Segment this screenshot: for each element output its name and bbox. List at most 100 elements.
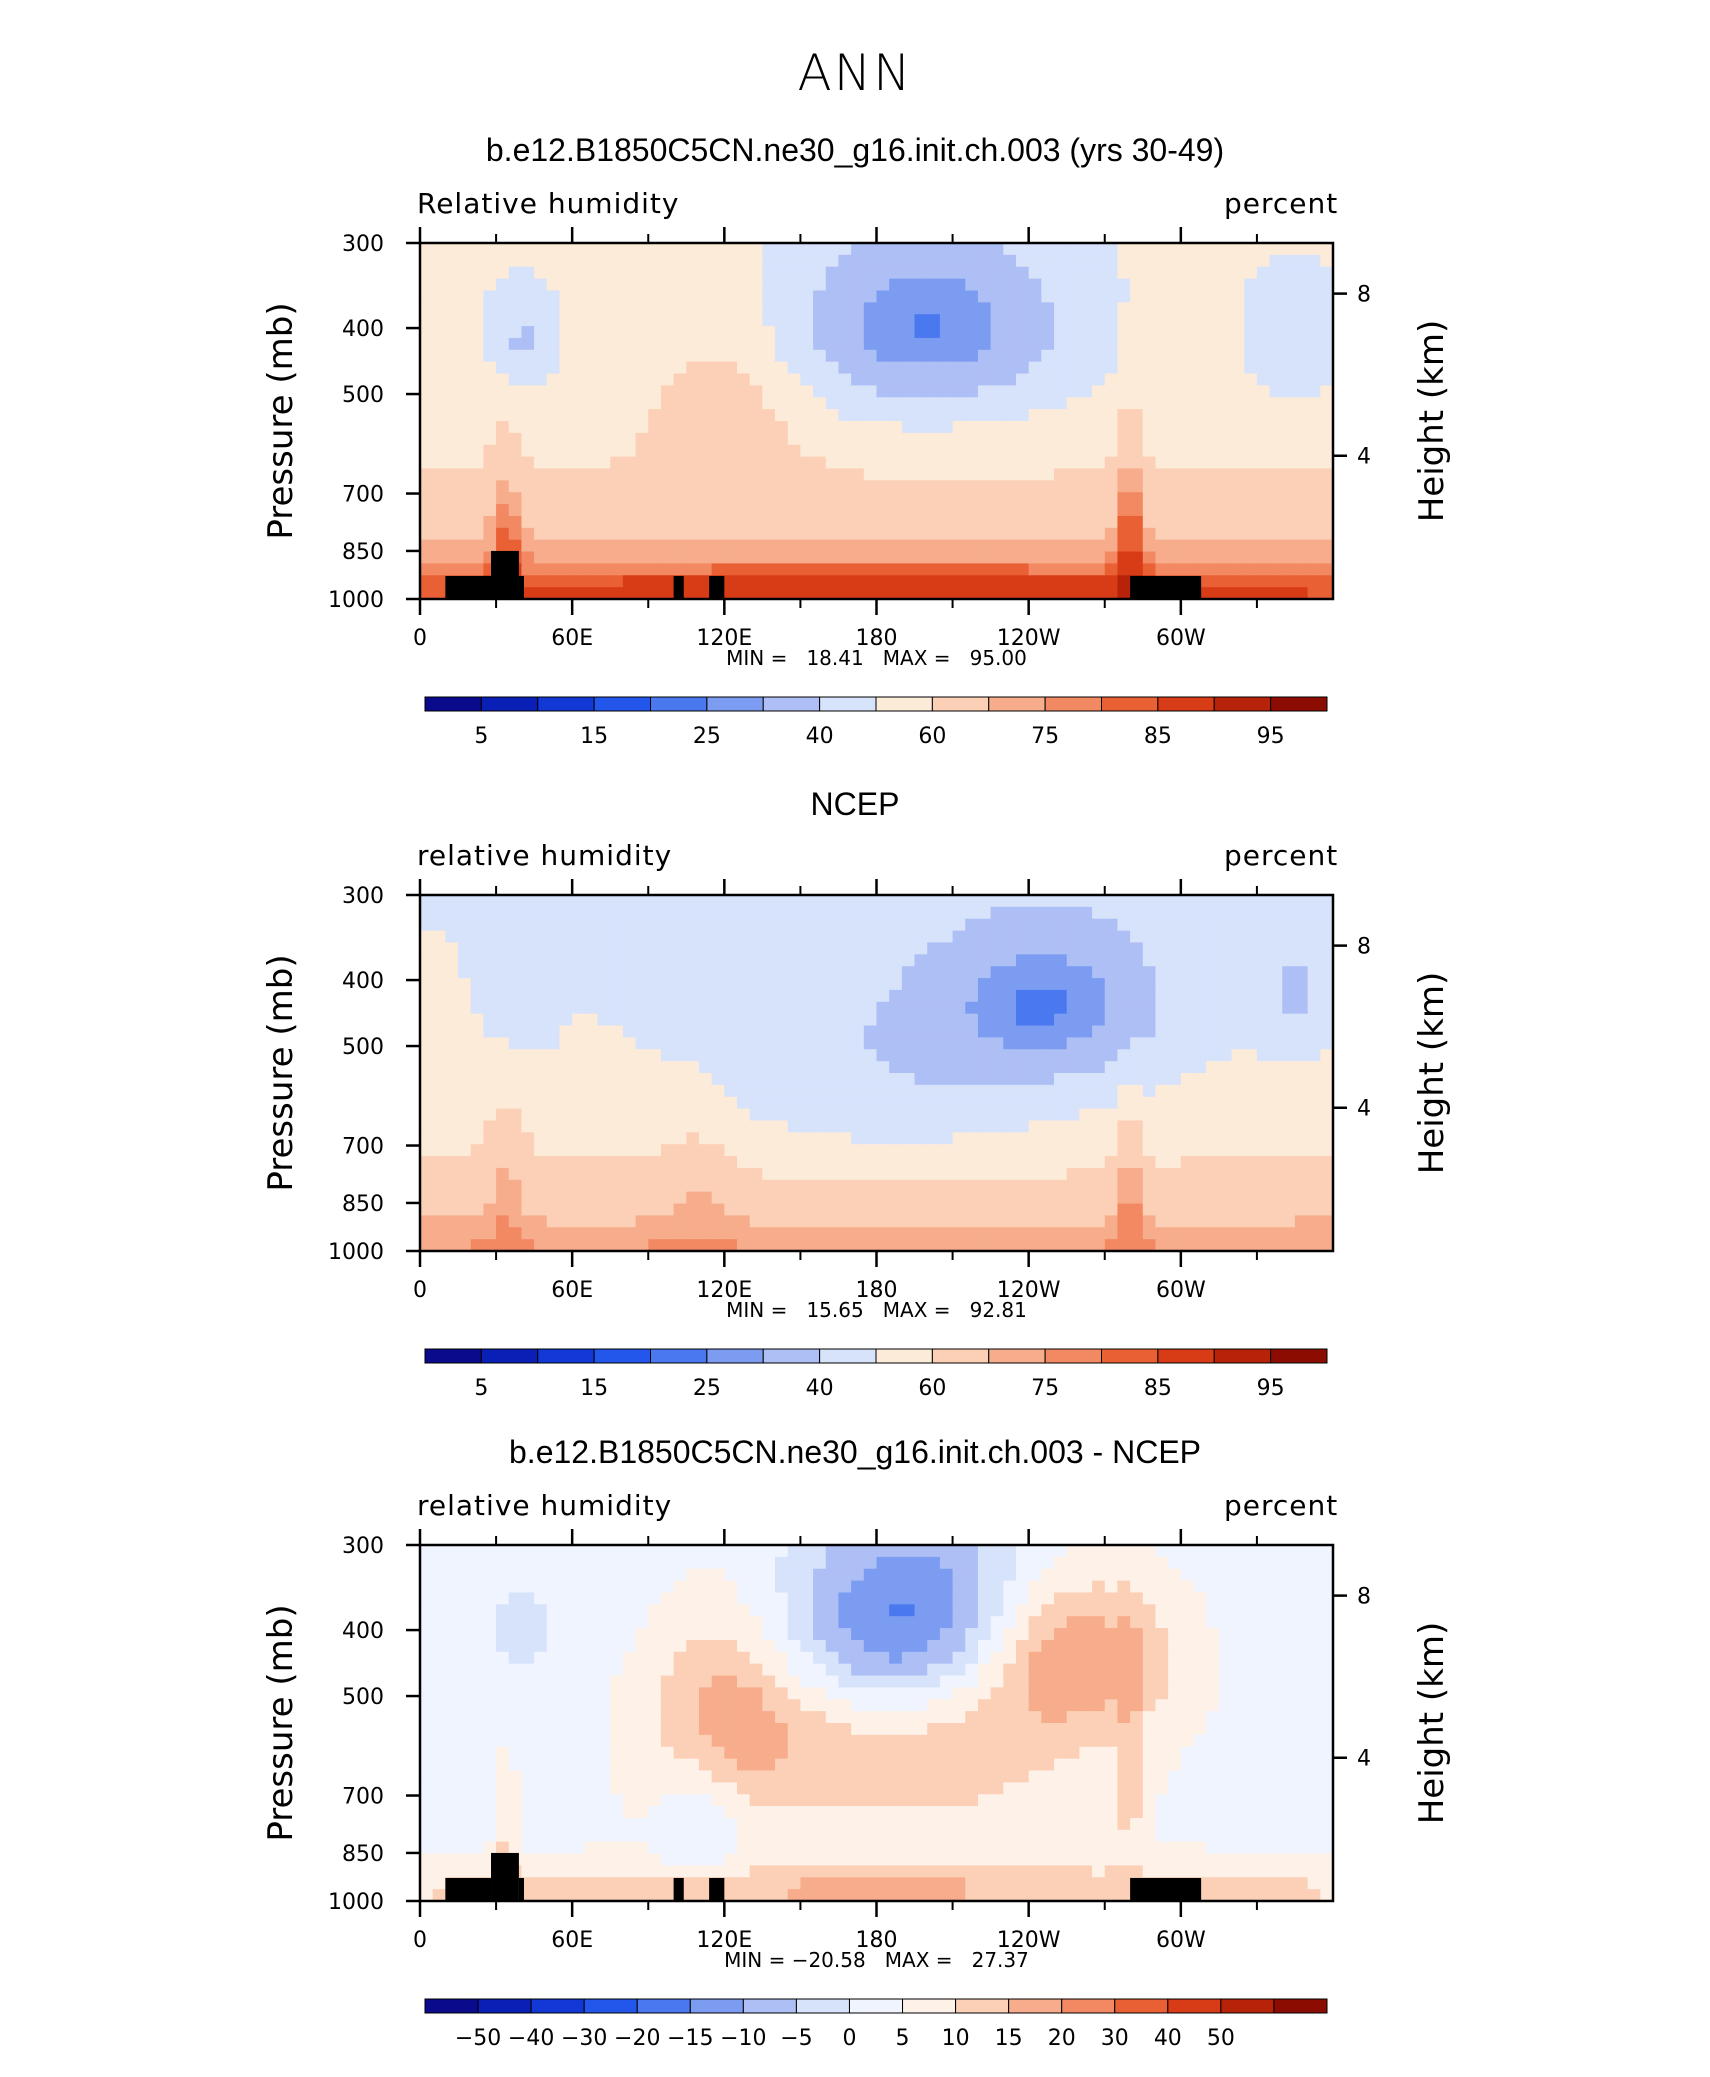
- heatmap-cell: [509, 516, 522, 528]
- heatmap-cell: [445, 480, 458, 492]
- heatmap-cell: [559, 1239, 572, 1251]
- heatmap-cell: [458, 1735, 471, 1747]
- heatmap-cell: [775, 540, 788, 552]
- heatmap-cell: [458, 1711, 471, 1723]
- heatmap-cell: [813, 1037, 826, 1049]
- heatmap-cell: [1194, 1204, 1207, 1216]
- heatmap-cell: [496, 1581, 509, 1593]
- heatmap-cell: [433, 1782, 446, 1794]
- heatmap-cell: [648, 1120, 661, 1132]
- heatmap-cell: [1194, 350, 1207, 362]
- heatmap-cell: [1194, 504, 1207, 516]
- heatmap-cell: [433, 385, 446, 397]
- heatmap-cell: [433, 1889, 446, 1901]
- heatmap-cell: [813, 552, 826, 564]
- heatmap-cell: [1155, 528, 1168, 540]
- heatmap-cell: [623, 1640, 636, 1652]
- heatmap-cell: [724, 468, 737, 480]
- heatmap-cell: [458, 1180, 471, 1192]
- heatmap-cell: [445, 1581, 458, 1593]
- heatmap-cell: [775, 563, 788, 575]
- heatmap-cell: [471, 563, 484, 575]
- heatmap-cell: [1029, 1073, 1042, 1085]
- heatmap-cell: [483, 1204, 496, 1216]
- colorbar-swatch: [1271, 697, 1327, 711]
- heatmap-cell: [534, 1132, 547, 1144]
- heatmap-cells: [420, 243, 1334, 600]
- heatmap-cell: [433, 1711, 446, 1723]
- colorbar-label: 95: [1257, 1376, 1285, 1401]
- heatmap-cell: [1282, 326, 1295, 338]
- heatmap-cell: [1016, 954, 1029, 966]
- heatmap-cell: [838, 279, 851, 291]
- heatmap-cell: [1155, 1144, 1168, 1156]
- heatmap-cell: [978, 433, 991, 445]
- heatmap-cell: [585, 1664, 598, 1676]
- heatmap-cell: [483, 1735, 496, 1747]
- heatmap-cell: [813, 385, 826, 397]
- heatmap-cell: [864, 267, 877, 279]
- heatmap-cell: [965, 1144, 978, 1156]
- heatmap-cell: [851, 409, 864, 421]
- heatmap-cell: [1270, 457, 1283, 469]
- heatmap-cell: [927, 1073, 940, 1085]
- heatmap-cell: [1054, 919, 1067, 931]
- heatmap-cell: [800, 966, 813, 978]
- heatmap-cell: [737, 587, 750, 599]
- heatmap-cell: [1219, 1180, 1232, 1192]
- heatmap-cell: [724, 445, 737, 457]
- heatmap-cell: [1168, 1168, 1181, 1180]
- heatmap-cell: [750, 480, 763, 492]
- heatmap-cell: [889, 907, 902, 919]
- heatmap-cell: [598, 1120, 611, 1132]
- heatmap-cell: [1029, 966, 1042, 978]
- heatmap-cell: [521, 1239, 534, 1251]
- heatmap-cell: [420, 931, 433, 943]
- heatmap-cell: [433, 1770, 446, 1782]
- heatmap-cell: [623, 1806, 636, 1818]
- heatmap-cell: [1295, 314, 1308, 326]
- heatmap-cell: [648, 1049, 661, 1061]
- heatmap-cell: [509, 528, 522, 540]
- heatmap-cell: [965, 516, 978, 528]
- heatmap-cell: [686, 350, 699, 362]
- heatmap-cell: [433, 552, 446, 564]
- heatmap-cell: [572, 1109, 585, 1121]
- heatmap-cell: [1244, 1180, 1257, 1192]
- heatmap-cell: [1194, 1085, 1207, 1097]
- heatmap-cell: [927, 1097, 940, 1109]
- heatmap-cell: [978, 1026, 991, 1038]
- heatmap-cell: [623, 1652, 636, 1664]
- heatmap-cell: [1308, 362, 1321, 374]
- heatmap-cell: [559, 338, 572, 350]
- heatmap-cell: [572, 942, 585, 954]
- heatmap-cell: [750, 1192, 763, 1204]
- heatmap-cell: [610, 397, 623, 409]
- heatmap-cell: [1232, 267, 1245, 279]
- heatmap-cell: [458, 279, 471, 291]
- heatmap-cell: [877, 1144, 890, 1156]
- heatmap-cell: [610, 1723, 623, 1735]
- heatmap-cell: [585, 540, 598, 552]
- heatmap-cell: [559, 362, 572, 374]
- heatmap-cell: [483, 1604, 496, 1616]
- heatmap-cell: [1079, 302, 1092, 314]
- heatmap-cell: [1016, 421, 1029, 433]
- heatmap-cell: [509, 954, 522, 966]
- heatmap-cell: [712, 552, 725, 564]
- colorbar-swatch: [1214, 697, 1270, 711]
- heatmap-cell: [750, 374, 763, 386]
- heatmap-cell: [1003, 528, 1016, 540]
- heatmap-cell: [585, 445, 598, 457]
- heatmap-cell: [547, 1854, 560, 1866]
- heatmap-cell: [712, 480, 725, 492]
- heatmap-cell: [1079, 1156, 1092, 1168]
- heatmap-cell: [800, 1026, 813, 1038]
- heatmap-cell: [1079, 267, 1092, 279]
- heatmap-cell: [1016, 374, 1029, 386]
- heatmap-cell: [420, 1699, 433, 1711]
- heatmap-cell: [1244, 302, 1257, 314]
- heatmap-cell: [699, 302, 712, 314]
- heatmap-cell: [661, 1144, 674, 1156]
- heatmap-cell: [902, 954, 915, 966]
